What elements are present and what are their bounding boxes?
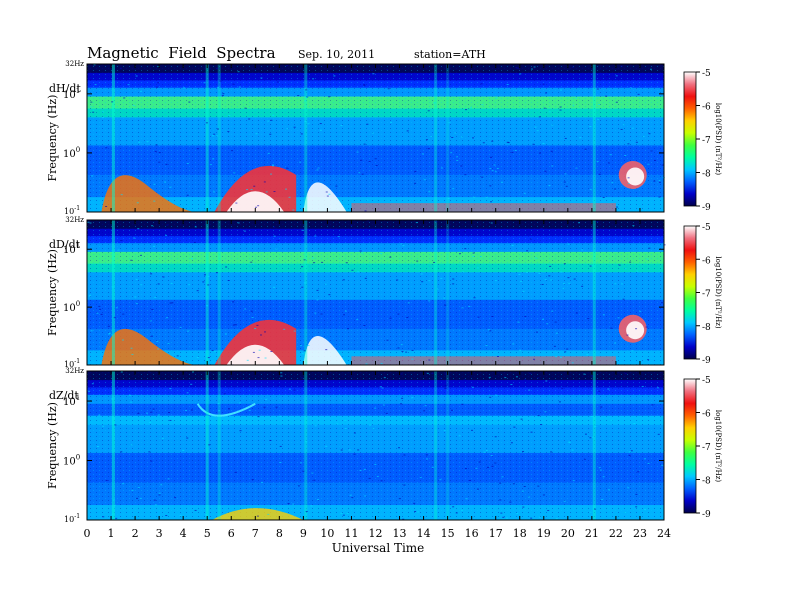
- x-tick-label: 14: [417, 527, 431, 540]
- colorbar-tick-label: -8: [702, 170, 711, 180]
- panel-label: dH/dt: [49, 82, 81, 95]
- colorbar-label: log10(PSD) (nT²/Hz): [714, 103, 722, 176]
- y-bottom-label: 10-1: [64, 513, 80, 524]
- y-axis-label: Frequency (Hz): [46, 249, 59, 336]
- y-tick-label: 101: [63, 87, 80, 101]
- x-tick-label: 0: [84, 527, 91, 540]
- colorbar-tick-label: -9: [702, 356, 711, 366]
- y-tick-label: 100: [63, 454, 80, 468]
- colorbar-tick-label: -5: [702, 223, 711, 233]
- x-tick-label: 3: [156, 527, 163, 540]
- x-axis-label: Universal Time: [332, 541, 425, 555]
- y-bottom-label: 10-1: [64, 358, 80, 369]
- colorbar-tick-label: -6: [702, 410, 711, 420]
- y-top-label: 32Hz: [65, 367, 84, 375]
- colorbar-label: log10(PSD) (nT²/Hz): [714, 410, 722, 483]
- x-tick-label: 9: [300, 527, 307, 540]
- x-tick-label: 22: [609, 527, 623, 540]
- colorbar-tick-label: -7: [702, 290, 711, 300]
- colorbar-tick-label: -9: [702, 510, 711, 520]
- x-tick-label: 19: [537, 527, 551, 540]
- y-bottom-label: 10-1: [64, 205, 80, 216]
- y-axis-label: Frequency (Hz): [46, 95, 59, 182]
- chart-station: station=ATH: [414, 48, 486, 61]
- y-tick-label: 101: [63, 242, 80, 256]
- x-tick-label: 24: [657, 527, 671, 540]
- y-tick-label: 100: [63, 300, 80, 314]
- colorbar-tick-label: -9: [702, 203, 711, 213]
- colorbar-tick-label: -7: [702, 136, 711, 146]
- colorbar-tick-label: -8: [702, 477, 711, 487]
- colorbar-tick-label: -6: [702, 103, 711, 113]
- x-tick-label: 15: [441, 527, 455, 540]
- colorbar: -5 -6 -7 -8 -9 log10(PSD) (nT²/Hz): [683, 376, 722, 520]
- colorbar-tick-label: -5: [702, 376, 711, 386]
- x-tick-label: 17: [489, 527, 503, 540]
- y-top-label: 32Hz: [65, 216, 84, 224]
- colorbar-label: log10(PSD) (nT²/Hz): [714, 256, 722, 329]
- x-tick-label: 1: [108, 527, 115, 540]
- x-tick-label: 11: [344, 527, 358, 540]
- chart-title: Magnetic Field Spectra: [87, 44, 276, 62]
- colorbar-tick-label: -6: [702, 256, 711, 266]
- x-tick-label: 20: [561, 527, 575, 540]
- y-axis-label: Frequency (Hz): [46, 402, 59, 489]
- colorbar-tick-label: -5: [702, 69, 711, 79]
- y-top-label: 32Hz: [65, 60, 84, 68]
- colorbar: -5 -6 -7 -8 -9 log10(PSD) (nT²/Hz): [683, 69, 722, 213]
- x-tick-label: 8: [276, 527, 283, 540]
- colorbar-tick-label: -8: [702, 323, 711, 333]
- x-tick-label: 13: [393, 527, 407, 540]
- x-tick-label: 5: [204, 527, 211, 540]
- x-tick-label: 21: [585, 527, 599, 540]
- x-tick-label: 12: [369, 527, 383, 540]
- x-tick-label: 23: [633, 527, 647, 540]
- x-tick-label: 4: [180, 527, 187, 540]
- panel-label: dZ/dt: [49, 389, 79, 402]
- x-tick-label: 16: [465, 527, 479, 540]
- chart-date: Sep. 10, 2011: [298, 48, 375, 61]
- x-tick-label: 6: [228, 527, 235, 540]
- y-tick-label: 100: [63, 146, 80, 160]
- x-tick-label: 10: [320, 527, 334, 540]
- x-tick-label: 18: [513, 527, 527, 540]
- x-tick-label: 2: [132, 527, 139, 540]
- colorbar: -5 -6 -7 -8 -9 log10(PSD) (nT²/Hz): [683, 223, 722, 366]
- panel-label: dD/dt: [49, 238, 81, 251]
- y-tick-label: 101: [63, 394, 80, 408]
- colorbar-tick-label: -7: [702, 443, 711, 453]
- x-tick-label: 7: [252, 527, 259, 540]
